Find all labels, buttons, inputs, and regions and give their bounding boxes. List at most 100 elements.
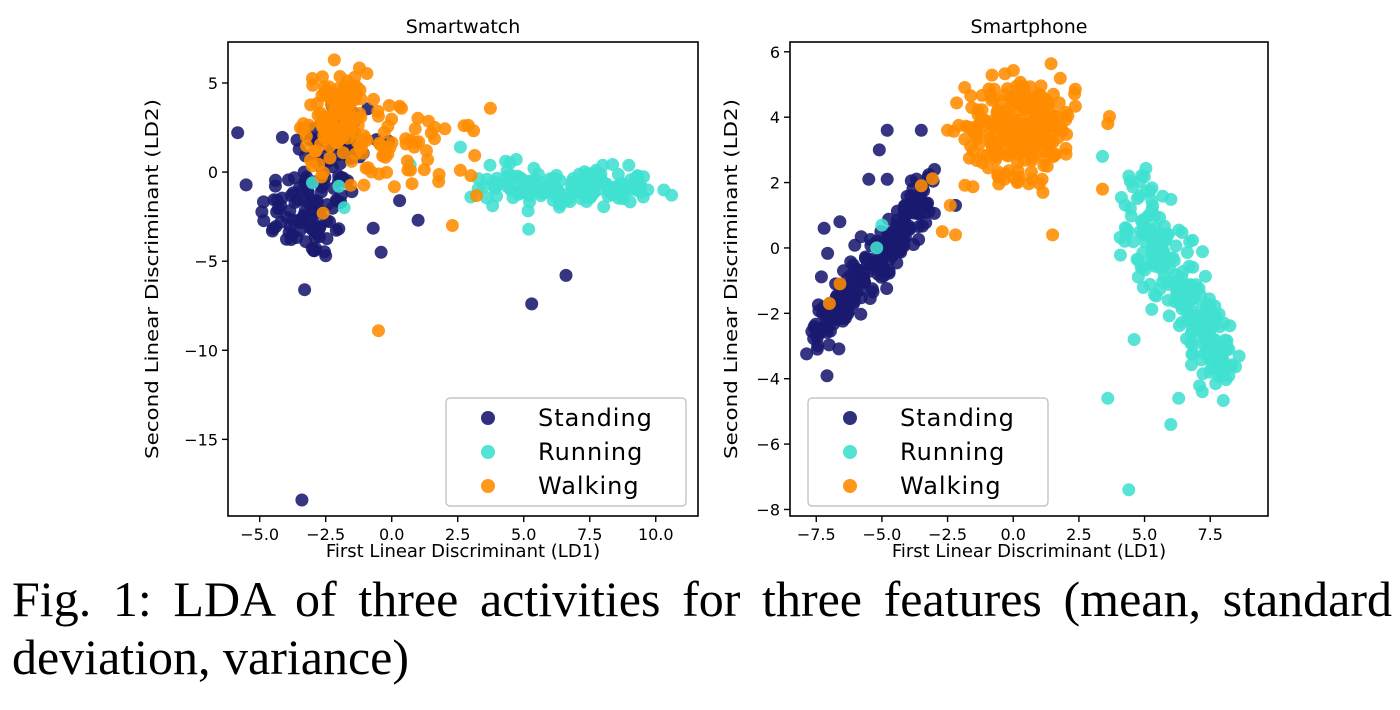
walking-point (305, 159, 319, 173)
running-point (551, 187, 565, 201)
walking-point (1042, 103, 1056, 116)
walking-point (976, 148, 990, 162)
running-point (1101, 391, 1115, 405)
walking-point (432, 168, 446, 181)
walking-point (971, 108, 985, 122)
walking-point (372, 167, 386, 181)
running-point (1180, 246, 1194, 259)
walking-point (422, 114, 435, 128)
standing-point (411, 213, 425, 227)
legend-marker-walking (843, 479, 857, 493)
running-point (515, 185, 529, 199)
x-tick-label: 10.0 (638, 525, 674, 544)
running-point (1122, 483, 1136, 497)
y-tick-label: 0 (770, 239, 780, 258)
standing-point (319, 249, 333, 263)
standing-point (366, 221, 380, 235)
standing-point (862, 172, 876, 186)
running-point (543, 172, 557, 186)
walking-point (970, 119, 984, 133)
standing-point (898, 199, 912, 213)
x-tick-label: −5.0 (240, 525, 279, 544)
y-tick-label: 4 (770, 108, 780, 127)
walking-point (1004, 110, 1018, 124)
walking-point (467, 124, 481, 138)
walking-point (405, 177, 419, 191)
walking-point (1056, 124, 1069, 138)
running-point (1133, 174, 1147, 188)
y-tick-label: 6 (770, 43, 780, 62)
walking-point (348, 112, 362, 126)
walking-point (311, 108, 325, 122)
running-point (553, 174, 567, 188)
running-point (521, 204, 535, 218)
walking-point (382, 99, 396, 112)
running-point (1211, 347, 1225, 361)
running-point (1232, 349, 1246, 363)
standing-point (393, 194, 407, 208)
y-tick-label: −2 (756, 304, 780, 323)
x-tick-label: 2.5 (1066, 525, 1091, 544)
running-point (1219, 373, 1233, 387)
running-point (1196, 245, 1209, 259)
running-point (1204, 312, 1218, 326)
plot-frame (789, 41, 1269, 517)
walking-point (988, 146, 1002, 160)
standing-point (525, 297, 539, 311)
running-point (1169, 239, 1183, 253)
legend-box (445, 397, 687, 507)
walking-point (1035, 172, 1049, 186)
x-tick-label: 2.5 (445, 525, 470, 544)
walking-point (333, 70, 347, 83)
standing-point (912, 199, 926, 213)
running-point (1139, 161, 1153, 175)
running-point (1172, 319, 1186, 333)
walking-point (323, 151, 337, 165)
x-tick-label: 7.5 (1197, 525, 1222, 544)
running-point (1184, 336, 1198, 350)
walking-point (321, 120, 335, 134)
walking-point (1011, 174, 1025, 188)
running-point (622, 158, 636, 172)
standing-point (854, 230, 868, 244)
y-tick-label: 2 (770, 174, 780, 193)
x-tick-label: −7.5 (797, 525, 836, 544)
walking-point (419, 144, 433, 158)
running-point (1185, 358, 1198, 372)
standing-point (812, 304, 826, 318)
walking-point (385, 112, 399, 126)
walking-point (1022, 177, 1036, 191)
running-point (1172, 391, 1186, 405)
walking-point (403, 163, 417, 177)
standing-point (274, 215, 288, 229)
walking-point (958, 81, 972, 94)
running-point (1198, 346, 1212, 360)
walking-point (309, 144, 323, 158)
walking-point (1059, 147, 1073, 161)
running-point (1186, 233, 1200, 247)
standing-point (872, 143, 886, 157)
standing-point (904, 174, 918, 188)
running-point (1146, 199, 1160, 213)
running-point (596, 158, 610, 172)
y-axis-label: Second Linear Discriminant (LD2) (721, 99, 742, 459)
x-tick-label: 5.0 (511, 525, 536, 544)
running-point (332, 179, 346, 193)
walking-point (964, 139, 978, 153)
smartwatch-chart: Smartwatch −5.0 −2.5 0.0 2.5 5.0 7.5 10.0 5 0 −5 −1… (142, 16, 699, 562)
walking-point (962, 151, 976, 165)
plot-frame (227, 41, 699, 517)
standing-point (865, 282, 879, 296)
running-point (628, 171, 642, 185)
standing-point (880, 123, 894, 137)
running-point (563, 195, 577, 209)
x-tick-label: 7.5 (577, 525, 602, 544)
walking-point (424, 126, 438, 140)
running-point (665, 188, 679, 202)
walking-point (356, 146, 370, 160)
figure-caption: Fig. 1: LDA of three activities for thre… (12, 571, 1392, 685)
walking-point (316, 206, 330, 220)
standing-point (329, 223, 343, 237)
walking-point (399, 137, 413, 151)
walking-point (950, 96, 964, 110)
